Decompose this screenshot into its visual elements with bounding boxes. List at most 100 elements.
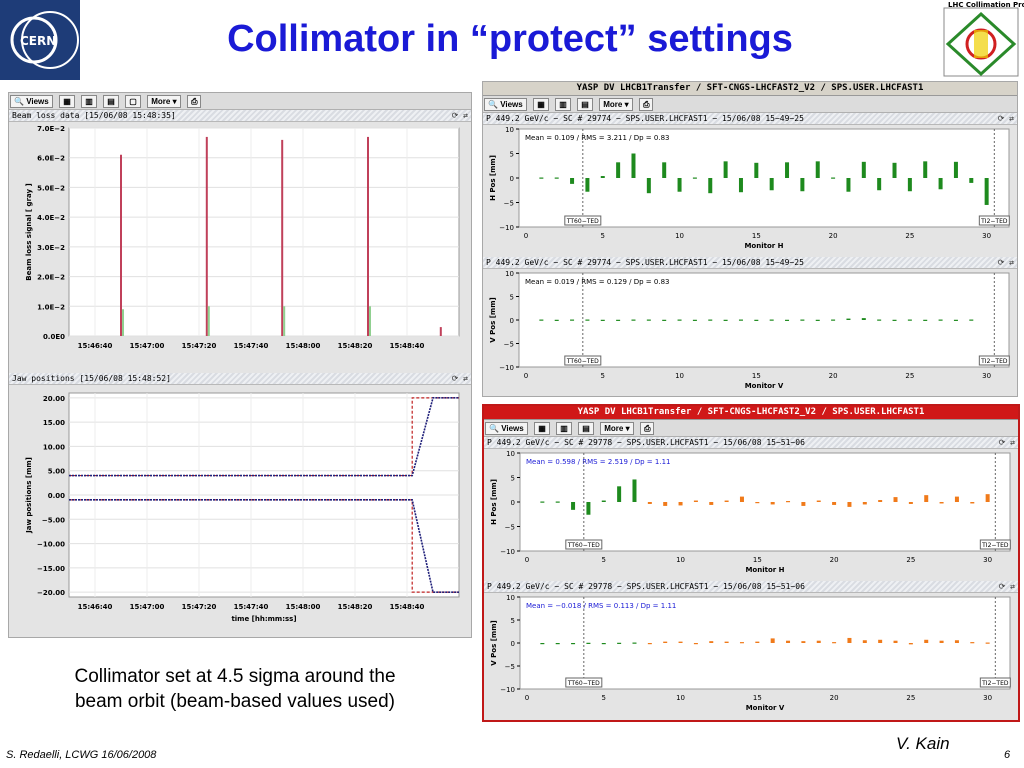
- yasp-top-h-header: P 449.2 GeV/c − SC # 29774 − SPS.USER.LH…: [483, 113, 1017, 125]
- yasp1_v-left-marker-box: [564, 355, 602, 366]
- yasp1_h-bar: [616, 162, 621, 178]
- yasp-top-v-refresh-icon[interactable]: ⟳ ⇄: [997, 258, 1014, 267]
- yasp2_v-bar: [832, 642, 837, 644]
- yasp1_v-right-marker-box: [978, 355, 1010, 366]
- jaw-header-text: Jaw positions [15/06/08 15:48:52]: [12, 374, 171, 383]
- yasp1_h-bar: [738, 178, 743, 193]
- yasp1_v-bar: [692, 319, 697, 321]
- yasp1_v-bar: [677, 319, 682, 321]
- yasp2_h-bar: [586, 502, 591, 515]
- yasp-top-toolbar: 🔍 Views ▦ ▥ ▤ More ▾ ⎙: [483, 96, 1017, 113]
- yasp-bottom-layout-icon[interactable]: ▤: [578, 422, 594, 435]
- yasp-bottom-v-refresh-icon[interactable]: ⟳ ⇄: [998, 582, 1015, 591]
- yasp1_v-bar: [723, 319, 728, 321]
- yasp1_v-xtick-label: 15: [752, 372, 761, 380]
- yasp-top-views-button[interactable]: 🔍 Views: [484, 98, 527, 111]
- yasp-bottom-tile-icon[interactable]: ▥: [556, 422, 572, 435]
- yasp-bottom-h-refresh-icon[interactable]: ⟳ ⇄: [998, 438, 1015, 447]
- more-button[interactable]: More ▾: [147, 95, 181, 108]
- yasp-bottom-h-header: P 449.2 GeV/c − SC # 29778 − SPS.USER.LH…: [484, 437, 1018, 449]
- yasp2_v-bar: [801, 641, 806, 643]
- yasp-top-tile-icon[interactable]: ▥: [555, 98, 571, 111]
- blm-loss-bar: [120, 154, 122, 336]
- yasp2_v-bar: [755, 641, 760, 643]
- blm-plot-area: [68, 127, 460, 337]
- yasp-top-views-label: Views: [500, 100, 523, 109]
- cern-logo: CERN: [0, 0, 80, 80]
- yasp-top-v-header: P 449.2 GeV/c − SC # 29774 − SPS.USER.LH…: [483, 257, 1017, 269]
- yasp-top-print-icon[interactable]: ⎙: [639, 98, 654, 111]
- yasp2_v-plot-area: [519, 596, 1011, 690]
- yasp2_h-bar: [893, 497, 898, 502]
- yasp1_v-bar: [539, 319, 544, 321]
- yasp1_h-bar: [708, 178, 713, 194]
- print-icon[interactable]: ⎙: [187, 95, 202, 108]
- cern-logo-label: CERN: [20, 34, 56, 48]
- yasp1_v-bar: [923, 319, 928, 321]
- blm-xtick-label: 15:48:00: [286, 342, 321, 350]
- yasp-top-grid-icon[interactable]: ▦: [533, 98, 549, 111]
- yasp2_h-bar: [862, 502, 867, 505]
- yasp2_v-left-marker-box: [565, 677, 603, 688]
- yasp-top-h-chart: 10 5 0 −5 −10 0 5 10 15 20 25 30 Monitor H H Pos [mm]…: [489, 126, 1010, 250]
- yasp2_v-bar: [816, 640, 821, 643]
- yasp-bottom-print-icon[interactable]: ⎙: [640, 422, 655, 435]
- jaw-xtick-label: 15:47:00: [130, 603, 165, 611]
- yasp1_v-bar: [554, 319, 559, 321]
- yasp2_v-bar: [878, 639, 883, 643]
- yasp1_h-bar: [662, 162, 667, 178]
- yasp-top-more-button[interactable]: More ▾: [599, 98, 633, 111]
- yasp1_v-bar: [662, 319, 667, 321]
- jaw-refresh-icon[interactable]: ⟳ ⇄: [451, 374, 468, 383]
- yasp1_v-xtick-label: 5: [601, 372, 605, 380]
- blm-ytick-label: 6.0E−2: [37, 155, 65, 163]
- yasp1_h-bar: [877, 178, 882, 191]
- yasp2_h-xtick-label: 15: [753, 556, 762, 564]
- window-icon[interactable]: ▢: [125, 95, 141, 108]
- blm-ytick-label: 4.0E−2: [37, 214, 65, 222]
- jaw-ytick-label: 20.00: [43, 395, 65, 403]
- yasp2_h-right-marker-box: [979, 539, 1011, 550]
- yasp-top-layout-icon[interactable]: ▤: [577, 98, 593, 111]
- layout-icon[interactable]: ▤: [103, 95, 119, 108]
- yasp1_h-ylabel: H Pos [mm]: [489, 155, 497, 201]
- yasp1_h-xtick-label: 25: [905, 232, 914, 240]
- blm-ytick-label: 1.0E−2: [37, 303, 65, 311]
- refresh-icon[interactable]: ⟳ ⇄: [451, 111, 468, 120]
- yasp2_v-bar: [693, 643, 698, 645]
- yasp2_h-bar: [693, 500, 698, 502]
- yasp-bottom-grid-icon[interactable]: ▦: [534, 422, 550, 435]
- yasp-top-more-label: More: [603, 100, 623, 109]
- yasp2_h-bar: [816, 500, 821, 502]
- yasp1_h-xtick-label: 5: [601, 232, 605, 240]
- yasp2_v-xtick-label: 5: [602, 694, 606, 702]
- yasp1_h-right-marker-label: TI2−TED: [980, 218, 1008, 225]
- yasp2_v-bar: [555, 643, 560, 645]
- yasp1_h-bar: [815, 161, 820, 178]
- yasp1_v-xlabel: Monitor V: [745, 382, 784, 390]
- grid-icon[interactable]: ▦: [59, 95, 75, 108]
- yasp2_h-bar: [709, 502, 714, 505]
- yasp1_h-bar: [723, 161, 728, 178]
- yasp2_v-right-marker-box: [979, 677, 1011, 688]
- blm-ytick-label: 2.0E−2: [37, 274, 65, 282]
- tile-icon[interactable]: ▥: [81, 95, 97, 108]
- yasp2_v-bar: [709, 641, 714, 643]
- left-toolbar: 🔍 Views ▦ ▥ ▤ ▢ More ▾ ⎙: [9, 93, 471, 110]
- yasp2_v-bar: [586, 642, 591, 644]
- yasp-bottom-more-button[interactable]: More ▾: [600, 422, 634, 435]
- jaw-ytick-label: −15.00: [37, 565, 65, 573]
- yasp1_v-bar: [708, 319, 713, 321]
- yasp1_v-xtick-label: 25: [905, 372, 914, 380]
- views-button[interactable]: 🔍 Views: [10, 95, 53, 108]
- blm-loss-bar-secondary: [122, 309, 124, 336]
- yasp1_h-xtick-label: 30: [982, 232, 991, 240]
- slide-title: Collimator in “protect” settings: [227, 18, 793, 60]
- yasp-window-bottom: YASP DV LHCB1Transfer / SFT-CNGS-LHCFAST…: [482, 404, 1020, 722]
- yasp1_h-bar: [692, 177, 697, 179]
- yasp-bottom-views-button[interactable]: 🔍 Views: [485, 422, 528, 435]
- yasp-top-h-refresh-icon[interactable]: ⟳ ⇄: [997, 114, 1014, 123]
- yasp2_h-bar: [908, 502, 913, 504]
- yasp1_h-xtick-label: 15: [752, 232, 761, 240]
- yasp-window-top: YASP DV LHCB1Transfer / SFT-CNGS-LHCFAST…: [482, 81, 1018, 397]
